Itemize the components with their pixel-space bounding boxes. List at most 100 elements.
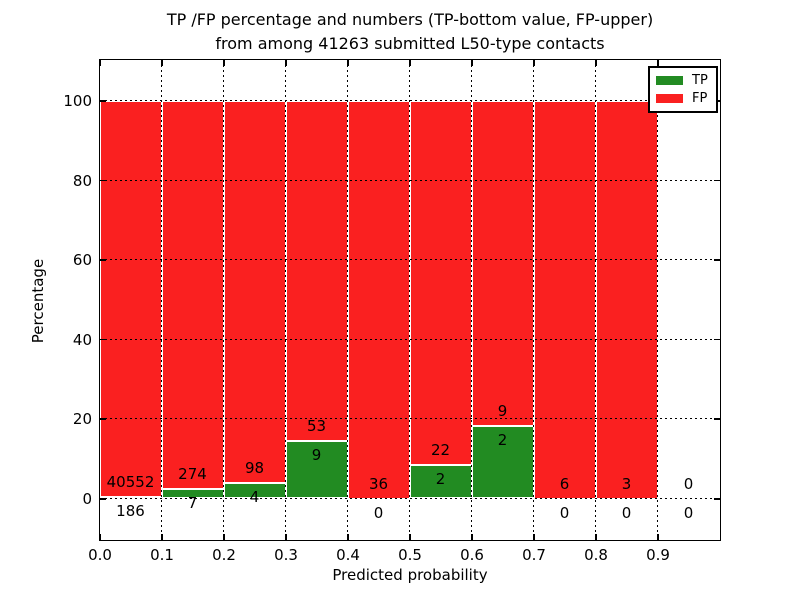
tp-bar [471, 426, 534, 499]
fp-bar [471, 100, 534, 427]
tp-count-label: 0 [683, 503, 694, 522]
tp-count-label: 2 [497, 431, 508, 450]
tp-count-label: 7 [187, 493, 198, 512]
x-tick-mark [471, 533, 473, 540]
fp-bar [161, 100, 224, 489]
fp-bar [347, 100, 410, 499]
x-tick-mark-top [471, 59, 473, 66]
tp-count-label: 4 [249, 487, 260, 506]
fp-bar [409, 100, 472, 466]
x-tick-mark-top [533, 59, 535, 66]
fp-count-label: 36 [368, 474, 389, 493]
fp-bar [285, 100, 348, 441]
fp-swatch [656, 93, 683, 103]
v-gridline [533, 59, 535, 540]
x-tick-label: 0.3 [274, 546, 298, 564]
x-tick-mark [161, 533, 163, 540]
y-tick-mark [99, 259, 106, 261]
y-tick-mark-right [713, 179, 720, 182]
plot-inner: 40552 186 274 7 98 4 53 9 36 0 22 2 9 2 6 0 3 0 0 0 [99, 59, 720, 540]
y-tick-label: 80 [72, 171, 92, 190]
x-tick-mark-top [223, 59, 225, 66]
x-tick-mark-top [99, 59, 101, 66]
x-tick-mark [285, 533, 287, 540]
legend-item: TP [656, 74, 710, 87]
fp-count-label: 22 [430, 441, 451, 460]
y-tick-mark [99, 338, 106, 341]
y-tick-label: 60 [72, 251, 92, 270]
fp-bar [223, 100, 286, 483]
tp-count-label: 186 [116, 501, 145, 520]
fp-count-label: 9 [497, 402, 508, 421]
x-tick-mark [223, 533, 225, 540]
fp-count-label: 53 [306, 416, 327, 435]
fp-count-label: 6 [559, 474, 570, 493]
x-tick-label: 0.1 [150, 546, 174, 564]
x-tick-mark-top [347, 59, 349, 66]
fp-count-label: 98 [244, 458, 265, 477]
x-tick-mark [99, 533, 101, 540]
fp-count-label: 3 [621, 474, 632, 493]
x-tick-mark [595, 533, 597, 540]
x-tick-label: 0.6 [460, 546, 484, 564]
tp-bar [409, 465, 472, 499]
x-tick-label: 0.9 [646, 546, 670, 564]
x-tick-mark-top [161, 59, 163, 66]
y-tick-mark-right [713, 498, 720, 500]
fp-bar [533, 100, 596, 499]
x-tick-label: 0.0 [88, 546, 112, 564]
y-tick-mark [99, 418, 106, 420]
fp-count-label: 0 [683, 474, 694, 493]
v-gridline [161, 59, 163, 540]
v-gridline [223, 59, 225, 540]
v-gridline [595, 59, 597, 540]
x-tick-mark-top [595, 59, 597, 66]
x-tick-label: 0.7 [522, 546, 546, 564]
x-tick-mark [657, 533, 659, 540]
y-tick-mark-right [713, 259, 720, 261]
legend-label: FP [692, 90, 708, 106]
x-tick-label: 0.2 [212, 546, 236, 564]
v-gridline [285, 59, 287, 540]
fp-count-label: 274 [178, 464, 207, 483]
y-tick-mark-right [713, 418, 720, 420]
x-tick-mark [533, 533, 535, 540]
y-tick-label: 20 [72, 410, 92, 429]
x-tick-mark-top [657, 59, 659, 66]
tp-count-label: 2 [435, 470, 446, 489]
x-tick-mark-top [285, 59, 287, 66]
fp-bar [99, 100, 162, 497]
v-gridline [347, 59, 349, 540]
y-axis-label: Percentage [29, 258, 47, 344]
chart-title-line1: TP /FP percentage and numbers (TP-bottom… [166, 10, 654, 29]
y-tick-mark-right [713, 338, 720, 341]
y-tick-label: 0 [82, 490, 92, 508]
tp-count-label: 9 [311, 445, 322, 464]
tp-swatch [656, 76, 683, 86]
legend-label: TP [692, 73, 708, 89]
x-tick-label: 0.4 [336, 546, 360, 564]
tp-count-label: 0 [621, 503, 632, 522]
x-tick-mark-top [409, 59, 411, 66]
plot-area: 40552 186 274 7 98 4 53 9 36 0 22 2 9 2 6 0 3 0 0 0 [98, 58, 721, 541]
x-tick-label: 0.5 [398, 546, 422, 564]
y-tick-label: 40 [72, 330, 92, 349]
x-tick-mark [409, 533, 411, 540]
tp-count-label: 0 [373, 503, 384, 522]
y-tick-mark [99, 498, 106, 500]
legend-item: FP [656, 92, 710, 105]
tp-count-label: 0 [559, 503, 570, 522]
v-gridline [409, 59, 411, 540]
fp-bar [595, 100, 658, 499]
legend: TP FP [648, 66, 718, 113]
y-tick-label: 100 [63, 92, 92, 110]
x-axis-label: Predicted probability [332, 566, 488, 584]
v-gridline [657, 59, 659, 540]
y-tick-mark [99, 179, 106, 182]
v-gridline [471, 59, 473, 540]
x-tick-label: 0.8 [584, 546, 608, 564]
x-tick-mark [347, 533, 349, 540]
fp-count-label: 40552 [106, 472, 155, 491]
chart-title-line2: from among 41263 submitted L50-type cont… [215, 34, 605, 53]
